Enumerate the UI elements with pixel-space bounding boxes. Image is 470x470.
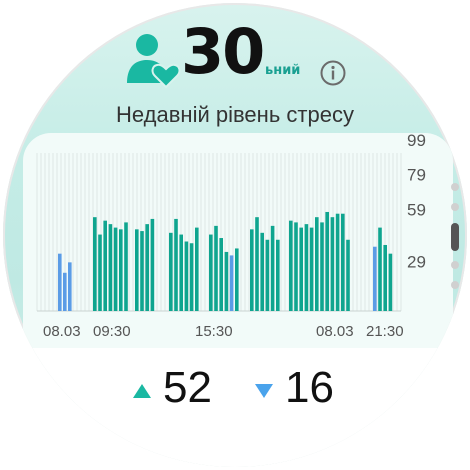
x-tick-label: 15:30: [195, 323, 233, 340]
chart-bar: [119, 229, 123, 311]
info-icon[interactable]: [319, 59, 347, 87]
chart-bar: [276, 239, 280, 311]
x-tick-label: 21:30: [366, 323, 404, 340]
chart-bar: [219, 238, 223, 311]
chart-bar: [341, 213, 345, 311]
chart-bar: [174, 218, 178, 311]
user-heart-icon: [127, 34, 181, 89]
chart-bar: [304, 224, 309, 311]
chart-bar: [265, 239, 270, 311]
chart-bar: [378, 227, 382, 311]
chart-bar: [113, 227, 118, 311]
chart-bar: [335, 213, 340, 311]
page-subtitle: Недавній рівень стресу: [116, 102, 354, 127]
chart-bar: [63, 272, 67, 311]
chart-bar: [179, 234, 183, 311]
header: 30 ьний Недавній рівень стресу: [3, 3, 467, 138]
stats-row: 52 16: [3, 348, 467, 467]
chart-bar: [346, 239, 350, 311]
chart-bar: [214, 225, 218, 311]
chart-bar: [58, 253, 62, 311]
chart-bar: [184, 241, 189, 311]
max-value: 52: [163, 363, 212, 412]
stress-chart: 99 79 59 29 08.03 09:30 15:30 08.03 21:30: [36, 133, 426, 340]
chart-bar: [135, 229, 139, 311]
y-tick-label: 99: [407, 133, 426, 150]
chart-bar: [299, 227, 303, 311]
chart-bar: [98, 234, 102, 311]
chart-bar: [224, 251, 229, 311]
page-indicator-dot: [451, 203, 459, 211]
chart-bar: [325, 211, 329, 311]
chart-bar: [145, 224, 149, 311]
chart-bar: [229, 255, 234, 311]
age-suffix: ьний: [265, 63, 301, 78]
page-indicator-dot: [451, 281, 459, 289]
chart-bar: [330, 217, 335, 311]
age-value: 30: [181, 15, 265, 88]
chart-bar: [373, 246, 377, 311]
watch-screen: 30 ьний Недавній рівень стресу 99 79 59 29 0…: [3, 3, 467, 467]
y-tick-label: 79: [407, 166, 426, 185]
x-tick-label: 08.03: [43, 323, 81, 340]
chart-bar: [255, 217, 259, 311]
chart-bar: [235, 248, 239, 311]
chart-bar: [250, 229, 254, 311]
chart-bar: [124, 222, 128, 311]
page-indicator-dot: [451, 261, 459, 269]
chart-bar: [260, 232, 264, 311]
x-tick-label: 08.03: [316, 323, 354, 340]
chart-panel: 99 79 59 29 08.03 09:30 15:30 08.03 21:30: [23, 133, 453, 348]
chart-bar: [388, 253, 393, 311]
page-indicator-active[interactable]: [451, 223, 459, 251]
chart-bar: [320, 222, 324, 311]
max-up-arrow-icon: [133, 384, 151, 398]
chart-bar: [68, 262, 72, 311]
chart-bar: [93, 217, 97, 311]
page-indicator-dot: [451, 183, 459, 191]
chart-bar: [270, 225, 275, 311]
y-tick-label: 29: [407, 253, 426, 272]
chart-bar: [169, 232, 173, 311]
chart-bar: [289, 220, 293, 311]
chart-bar: [150, 218, 155, 311]
chart-bar: [108, 224, 113, 311]
chart-bar: [309, 227, 314, 311]
x-tick-label: 09:30: [93, 323, 131, 340]
chart-bar: [315, 217, 319, 311]
chart-bar: [195, 227, 199, 311]
y-tick-label: 59: [407, 200, 426, 219]
chart-bar: [189, 243, 194, 311]
chart-bar: [140, 231, 144, 311]
chart-bar: [383, 244, 387, 311]
chart-bar: [294, 222, 298, 311]
min-value: 16: [285, 363, 334, 412]
min-down-arrow-icon: [255, 384, 273, 398]
chart-bar: [209, 234, 213, 311]
chart-bar: [103, 220, 107, 311]
